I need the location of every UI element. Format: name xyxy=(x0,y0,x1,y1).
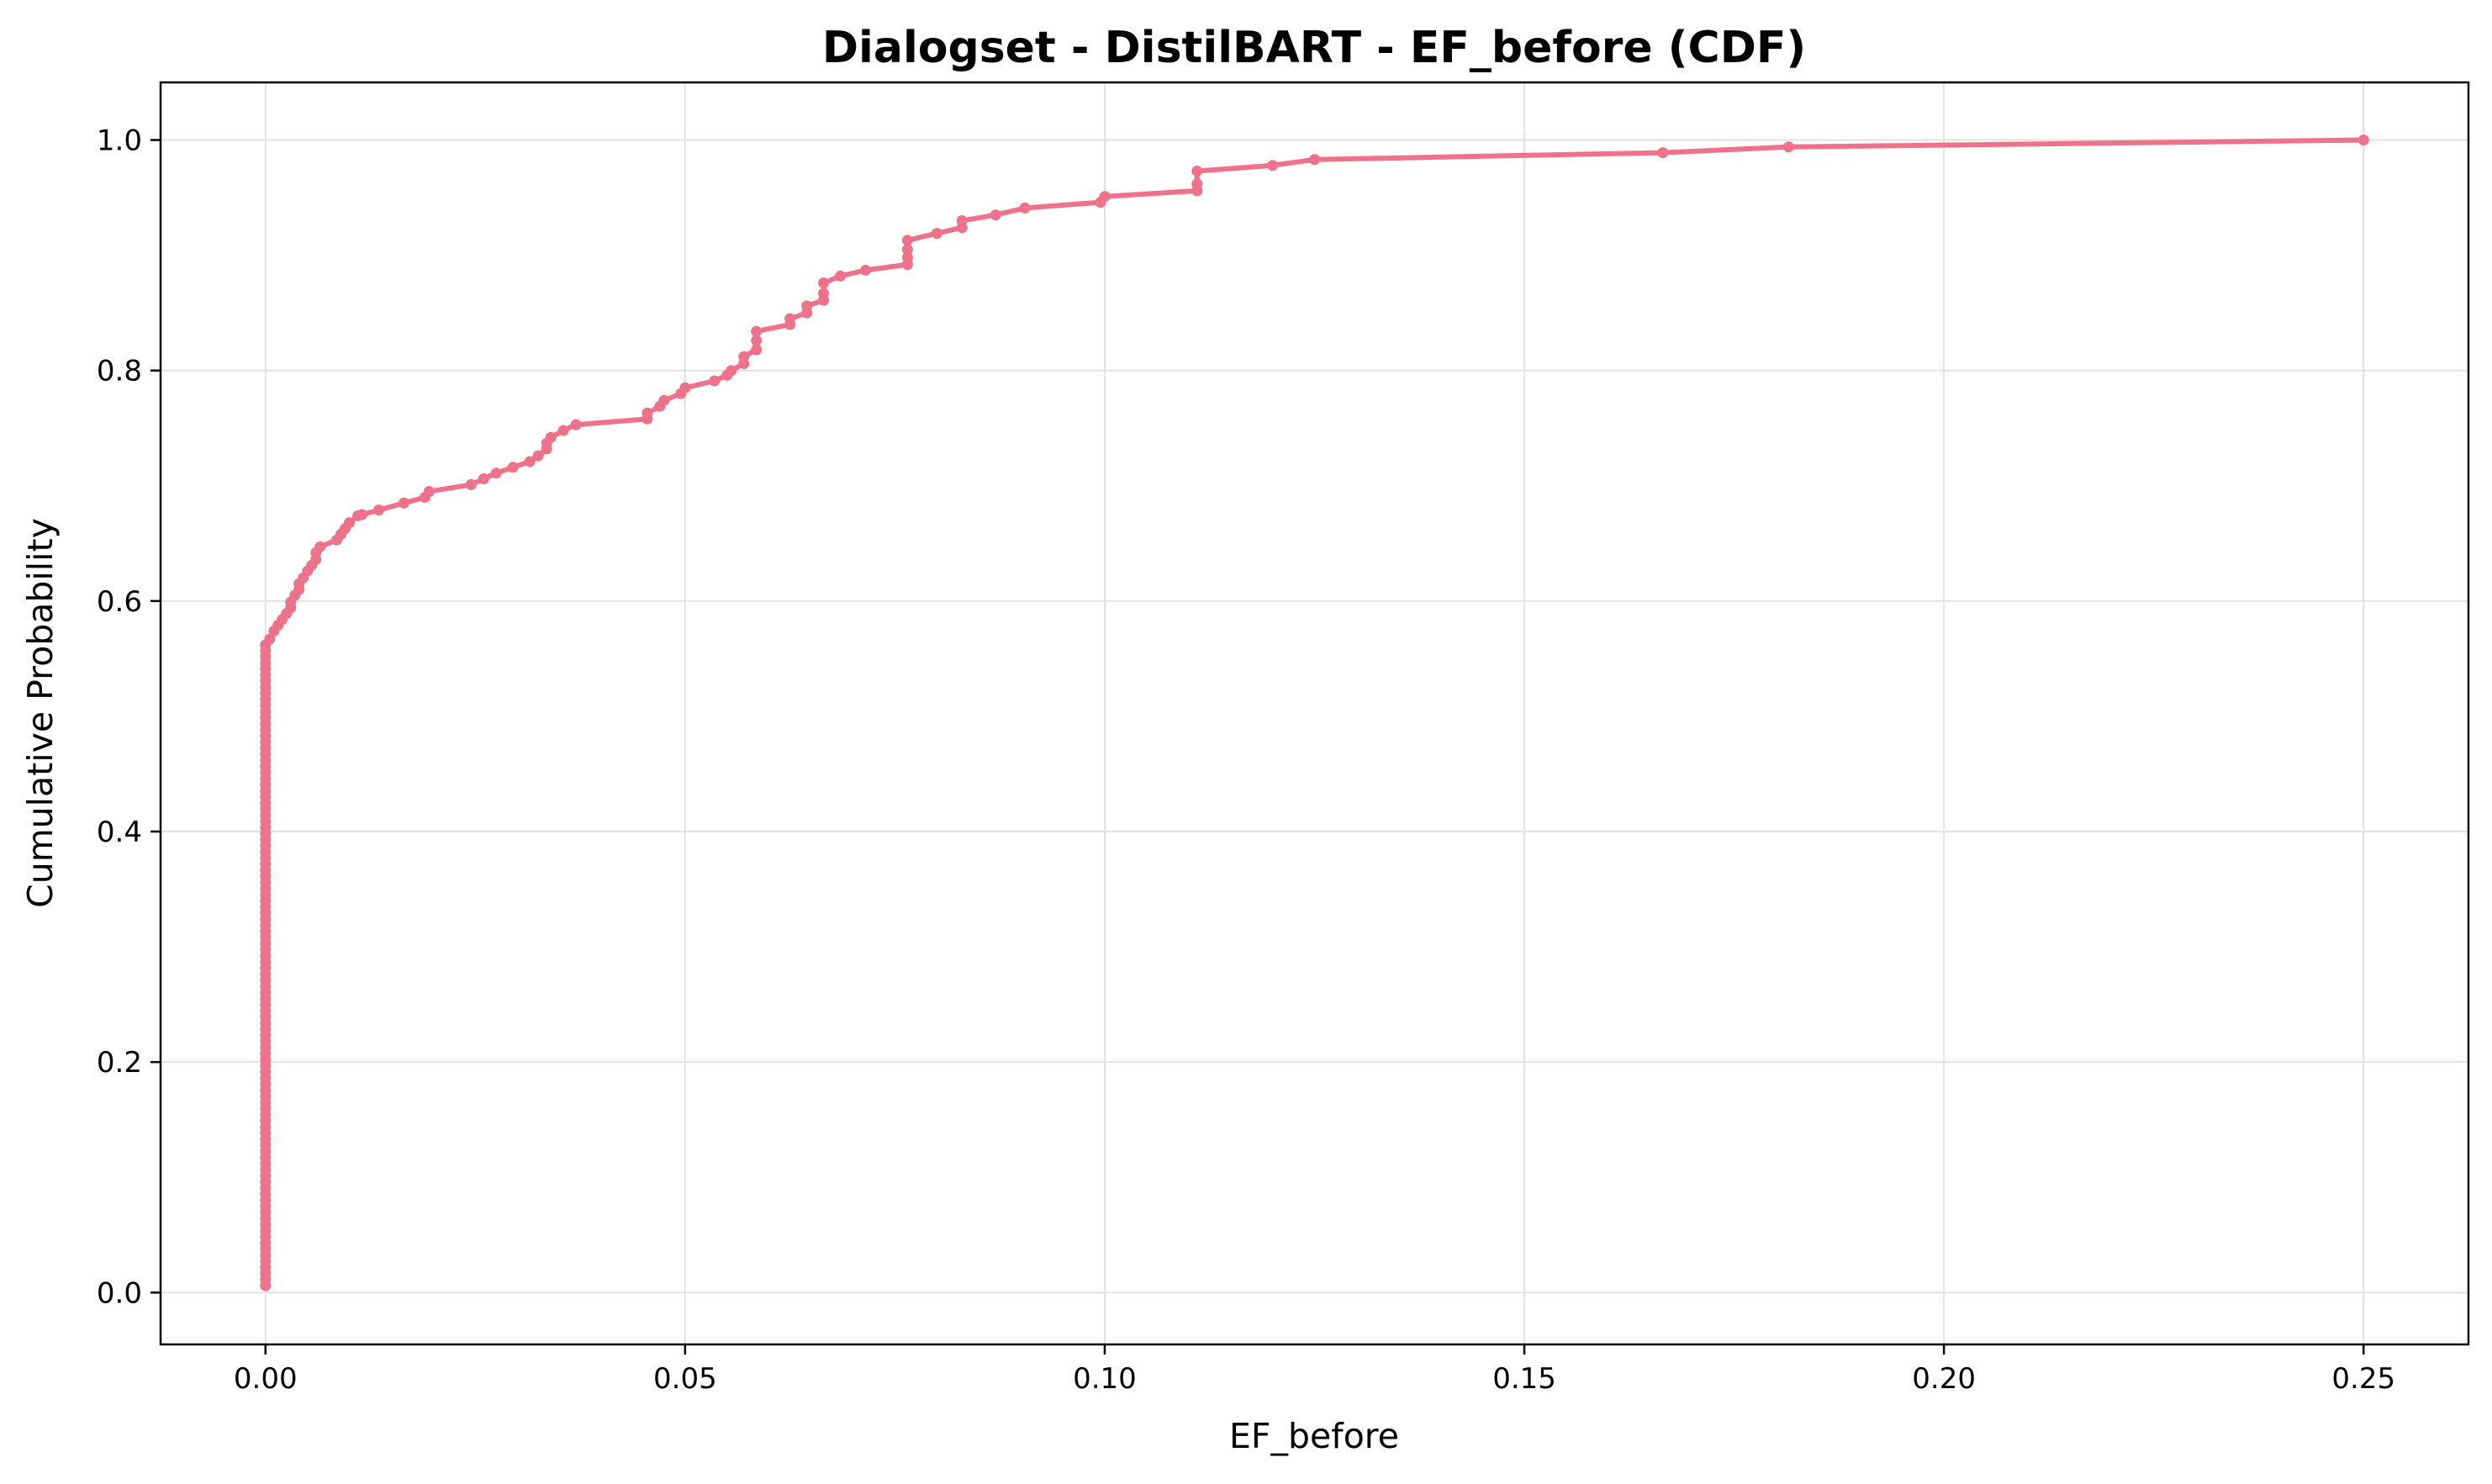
cdf-point xyxy=(373,504,384,516)
cdf-point xyxy=(1267,160,1279,172)
cdf-point xyxy=(1099,191,1111,203)
tick-layer: 0.00 0.05 0.10 0.15 0.20 0.25 0.0 0.2 0.4 0.6 0.8 1… xyxy=(97,124,2395,1396)
x-tick-label: 0.25 xyxy=(2331,1362,2395,1396)
cdf-point xyxy=(507,462,519,473)
y-tick-label: 0.2 xyxy=(97,1046,142,1080)
cdf-point xyxy=(990,209,1001,221)
cdf-point xyxy=(1657,147,1669,159)
x-tick-label: 0.00 xyxy=(234,1362,298,1396)
cdf-point xyxy=(314,541,326,552)
cdf-point xyxy=(931,228,942,240)
chart-title: Dialogset - DistilBART - EF_before (CDF) xyxy=(822,23,1806,73)
y-tick-label: 0.8 xyxy=(97,355,142,388)
cdf-point xyxy=(423,486,435,498)
cdf-point xyxy=(1783,141,1794,153)
x-tick-label: 0.05 xyxy=(653,1362,717,1396)
cdf-point xyxy=(465,478,477,490)
cdf-point xyxy=(532,450,544,462)
x-tick-label: 0.15 xyxy=(1492,1362,1556,1396)
cdf-point xyxy=(2357,135,2369,145)
cdf-point xyxy=(524,456,536,467)
cdf-point xyxy=(545,431,557,443)
cdf-point xyxy=(490,467,502,479)
cdf-point xyxy=(399,497,409,509)
cdf-point xyxy=(751,335,763,346)
cdf-point xyxy=(1019,202,1031,214)
y-axis-label: Cumulative Probability xyxy=(20,518,61,908)
data-layer xyxy=(260,135,2369,1291)
cdf-point xyxy=(344,517,356,529)
cdf-point xyxy=(801,300,813,312)
x-tick-label: 0.10 xyxy=(1073,1362,1137,1396)
cdf-point xyxy=(901,251,913,263)
cdf-point xyxy=(751,325,763,337)
cdf-point xyxy=(478,473,489,484)
cdf-point xyxy=(738,351,750,362)
cdf-point xyxy=(264,633,276,645)
x-axis-label: EF_before xyxy=(1229,1416,1399,1456)
cdf-point xyxy=(570,419,582,430)
cdf-point xyxy=(835,270,846,282)
cdf-point xyxy=(751,344,763,356)
y-tick-label: 0.4 xyxy=(97,816,142,849)
cdf-point xyxy=(641,407,653,419)
cdf-point xyxy=(1191,166,1203,177)
cdf-point xyxy=(1191,178,1203,190)
x-tick-label: 0.20 xyxy=(1912,1362,1976,1396)
cdf-point xyxy=(709,375,721,387)
cdf-point xyxy=(860,264,871,276)
y-tick-label: 0.0 xyxy=(97,1276,142,1310)
cdf-point xyxy=(726,365,737,377)
cdf-point xyxy=(557,425,569,436)
cdf-point xyxy=(818,288,830,299)
cdf-point xyxy=(356,509,368,520)
cdf-point xyxy=(784,313,796,325)
cdf-point xyxy=(818,277,830,288)
cdf-point xyxy=(901,244,913,256)
cdf-point xyxy=(956,215,968,226)
plot-frame xyxy=(159,81,2470,1346)
y-tick-label: 0.6 xyxy=(97,585,142,619)
cdf-point xyxy=(901,235,913,246)
grid-layer xyxy=(161,82,2468,1344)
y-tick-label: 1.0 xyxy=(97,124,142,158)
cdf-point xyxy=(658,394,670,406)
cdf-point xyxy=(1309,154,1320,166)
cdf-point xyxy=(679,382,691,393)
